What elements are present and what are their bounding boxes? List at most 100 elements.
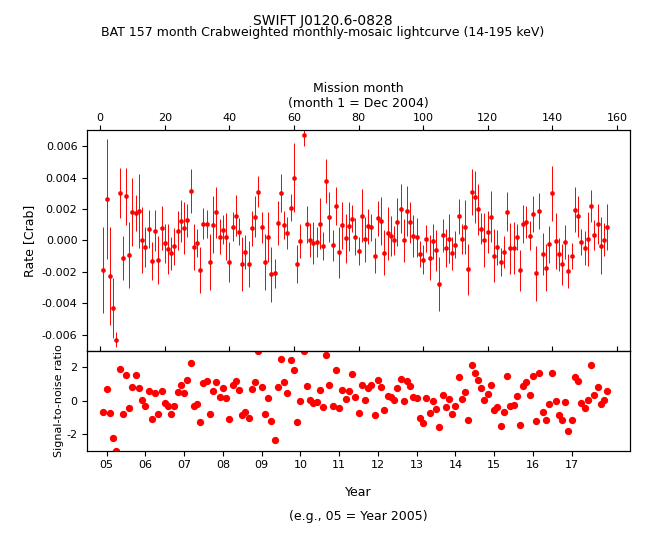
Point bbox=[221, 394, 231, 402]
Point bbox=[537, 407, 548, 416]
Point bbox=[573, 376, 583, 385]
Point bbox=[253, 346, 264, 355]
Point bbox=[473, 376, 483, 384]
Point bbox=[224, 414, 234, 423]
Y-axis label: Rate [Crab]: Rate [Crab] bbox=[23, 204, 36, 276]
Point bbox=[589, 390, 599, 399]
Point bbox=[273, 383, 283, 392]
Point bbox=[286, 355, 296, 364]
Point bbox=[360, 395, 370, 404]
Point bbox=[240, 408, 251, 416]
Point bbox=[308, 399, 318, 407]
Point bbox=[315, 385, 325, 394]
Point bbox=[302, 382, 312, 390]
Point bbox=[247, 385, 257, 394]
Point bbox=[483, 390, 493, 399]
Point bbox=[353, 408, 364, 417]
Point bbox=[118, 409, 128, 418]
Point bbox=[518, 382, 528, 391]
Point bbox=[392, 383, 402, 392]
Point bbox=[334, 404, 344, 413]
Point bbox=[428, 397, 438, 406]
Point bbox=[602, 387, 612, 395]
Point bbox=[505, 401, 516, 410]
Point bbox=[153, 410, 163, 419]
Point bbox=[515, 420, 525, 429]
Point bbox=[214, 393, 225, 402]
Point bbox=[234, 385, 244, 394]
Point bbox=[554, 411, 564, 419]
Point bbox=[185, 358, 196, 367]
Point bbox=[502, 371, 512, 380]
Point bbox=[295, 397, 306, 406]
Point bbox=[479, 396, 490, 405]
Point bbox=[331, 365, 341, 374]
Point bbox=[163, 402, 173, 411]
Point bbox=[192, 400, 202, 408]
Point bbox=[434, 423, 444, 432]
Point bbox=[583, 395, 593, 404]
Point bbox=[111, 446, 121, 455]
Point bbox=[592, 383, 603, 392]
Point bbox=[499, 408, 509, 416]
Point bbox=[227, 381, 238, 389]
Point bbox=[547, 368, 557, 377]
Point bbox=[424, 409, 435, 418]
Point bbox=[544, 400, 554, 408]
Point bbox=[441, 402, 451, 411]
Point bbox=[124, 403, 134, 412]
Point bbox=[570, 373, 580, 382]
Point bbox=[567, 416, 577, 425]
Point bbox=[541, 415, 551, 424]
Point bbox=[250, 377, 260, 386]
Point bbox=[156, 387, 167, 396]
Point bbox=[521, 377, 532, 386]
Point bbox=[137, 396, 147, 405]
Point bbox=[208, 387, 218, 396]
Point bbox=[453, 373, 464, 382]
Point bbox=[470, 369, 480, 377]
Point bbox=[373, 376, 383, 384]
Point bbox=[172, 388, 183, 396]
Point bbox=[101, 384, 112, 393]
Point bbox=[508, 401, 519, 410]
Point bbox=[244, 413, 254, 422]
Point bbox=[340, 395, 351, 403]
Point bbox=[98, 408, 109, 416]
Point bbox=[418, 419, 428, 427]
Point bbox=[298, 346, 309, 355]
Point bbox=[586, 361, 596, 370]
Point bbox=[437, 391, 448, 400]
Point bbox=[457, 394, 467, 403]
Point bbox=[114, 365, 125, 374]
Point bbox=[202, 377, 212, 386]
Point bbox=[237, 411, 247, 419]
Point bbox=[486, 381, 496, 389]
Point bbox=[579, 403, 590, 412]
Point bbox=[276, 355, 286, 363]
Point bbox=[134, 383, 144, 392]
Point bbox=[305, 396, 315, 405]
Point bbox=[525, 390, 535, 399]
Point bbox=[395, 375, 406, 383]
Point bbox=[405, 381, 415, 390]
Point bbox=[182, 376, 193, 384]
Point bbox=[357, 381, 367, 389]
Point bbox=[376, 383, 386, 392]
Point bbox=[169, 402, 180, 411]
Point bbox=[528, 371, 538, 380]
Point bbox=[147, 415, 157, 424]
Point bbox=[408, 393, 419, 401]
Point bbox=[266, 417, 276, 426]
X-axis label: Mission month
(month 1 = Dec 2004): Mission month (month 1 = Dec 2004) bbox=[288, 82, 429, 110]
Point bbox=[127, 382, 138, 391]
Point bbox=[399, 396, 409, 405]
Point bbox=[389, 396, 399, 405]
Y-axis label: Signal-to-noise ratio: Signal-to-noise ratio bbox=[54, 344, 63, 457]
Point bbox=[195, 418, 205, 427]
Point bbox=[492, 403, 503, 412]
Point bbox=[328, 401, 338, 410]
Point bbox=[363, 383, 373, 392]
Point bbox=[121, 370, 131, 379]
Text: (e.g., 05 = Year 2005): (e.g., 05 = Year 2005) bbox=[289, 510, 428, 523]
